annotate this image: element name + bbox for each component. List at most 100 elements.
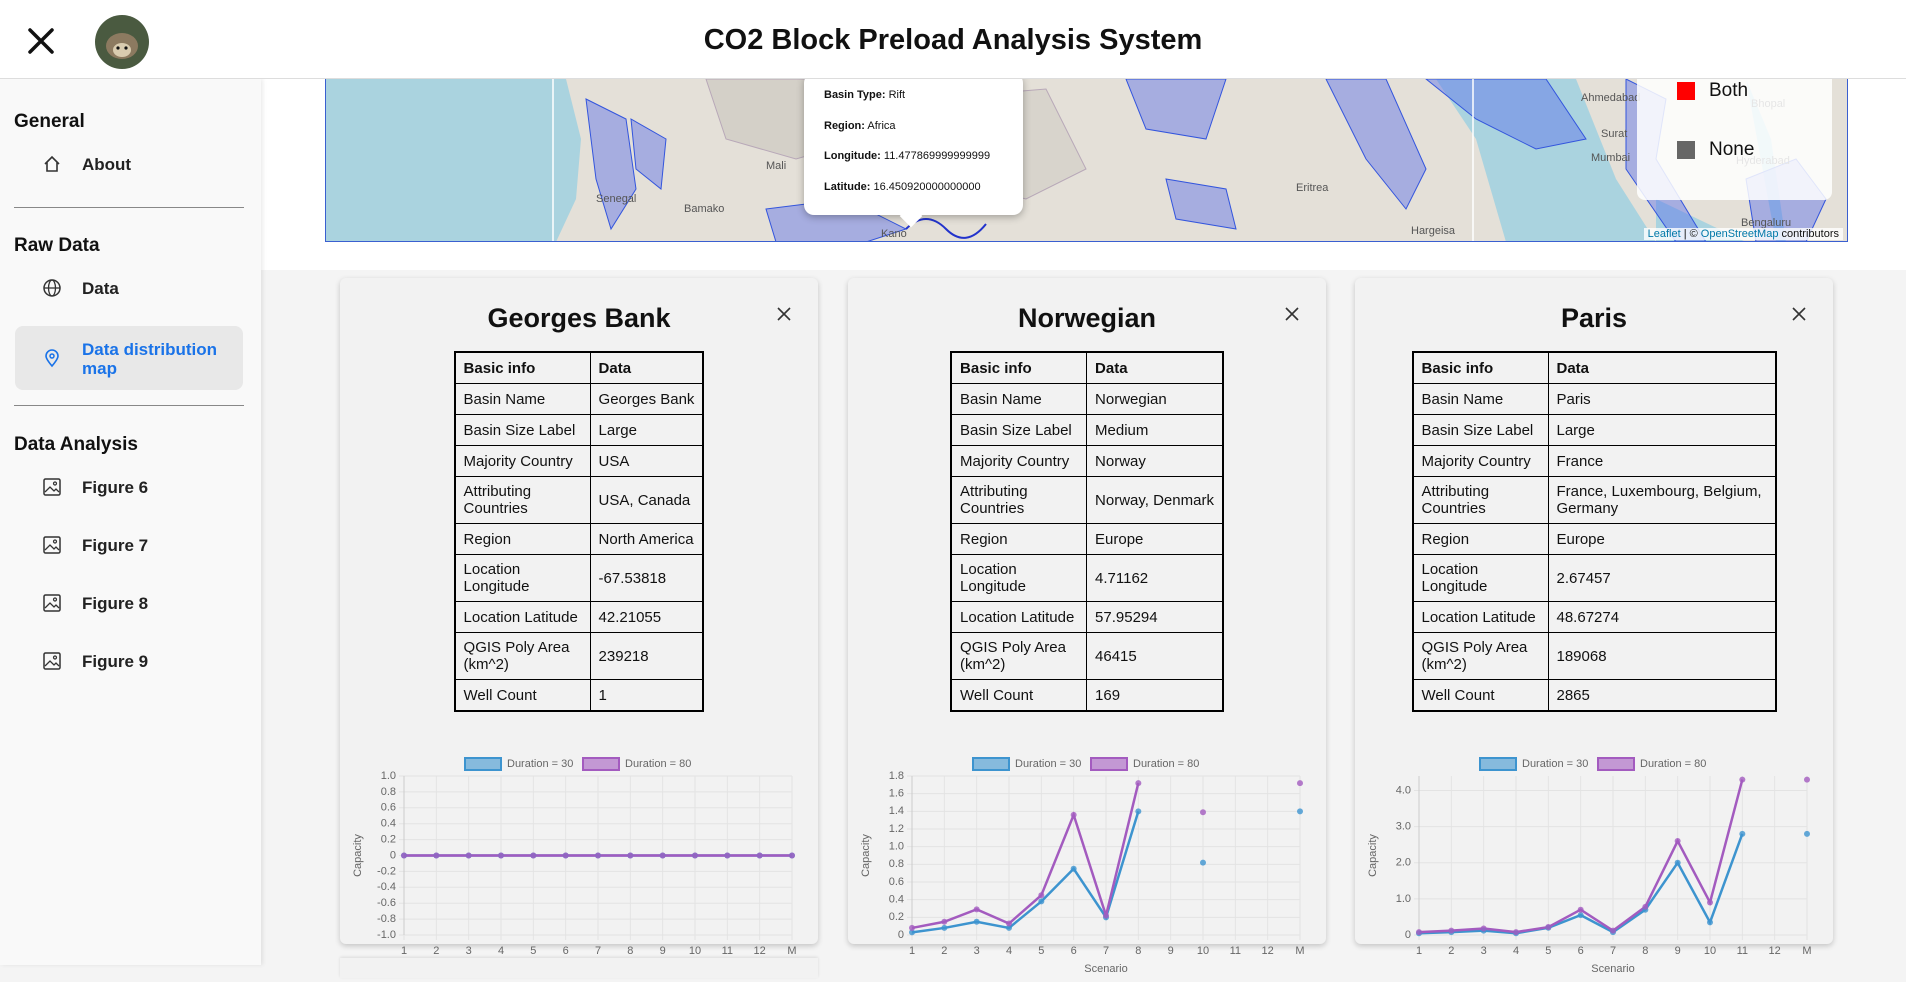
nav-icon <box>45 349 59 368</box>
map-label: Kano <box>881 228 907 240</box>
table-row: QGIS Poly Area (km^2) 239218 <box>454 632 704 680</box>
table-cell: Large <box>589 414 704 446</box>
data-point <box>973 918 980 925</box>
avatar[interactable] <box>94 14 150 70</box>
card-close[interactable] <box>776 306 792 322</box>
x-tick-label: 5 <box>530 945 536 957</box>
x-tick-label: 10 <box>689 945 701 957</box>
x-tick-label: 11 <box>1737 945 1748 957</box>
data-point <box>1448 927 1455 934</box>
data-point <box>562 852 569 859</box>
data-point <box>1297 808 1303 815</box>
attribution-part[interactable]: OpenStreetMap <box>1700 228 1779 240</box>
y-tick-label: 1.0 <box>889 841 904 853</box>
y-tick-label: 1.4 <box>889 805 904 817</box>
table-cell: QGIS Poly Area (km^2) <box>950 632 1088 680</box>
data-point <box>498 852 504 859</box>
y-tick-label: 0 <box>390 849 396 861</box>
basin-card: Norwegian Basic info Data Basin Name Norwegi… <box>848 278 1326 975</box>
y-axis-title: Capacity <box>860 834 872 877</box>
y-axis-title: Capacity <box>1367 834 1379 877</box>
y-tick-label: 0 <box>1405 929 1411 941</box>
section-title: General <box>14 111 85 132</box>
nav-item[interactable]: Figure 8 <box>15 588 243 618</box>
nav-item[interactable]: Data <box>15 273 243 303</box>
table-cell: -67.53818 <box>589 554 704 602</box>
y-tick-label: 0.6 <box>889 876 904 888</box>
data-point <box>1707 919 1713 926</box>
nav-item[interactable]: Figure 9 <box>15 646 243 676</box>
data-point <box>1739 830 1746 837</box>
y-tick-label: -1.0 <box>377 929 396 941</box>
table-cell: Basin Size Label <box>950 414 1088 446</box>
data-point <box>1610 927 1616 934</box>
x-tick-label: 2 <box>941 945 947 957</box>
table-row: QGIS Poly Area (km^2) 46415 <box>950 632 1224 680</box>
table-cell: 42.21055 <box>589 601 704 633</box>
table-row: Basin Name Norwegian <box>950 383 1224 415</box>
card-close[interactable] <box>1284 306 1300 322</box>
x-tick-label: 8 <box>1135 945 1141 957</box>
chart: Duration = 30 Duration = 80 -1.0 -0.8 -0.6 -0… <box>352 757 797 975</box>
close-button[interactable] <box>27 27 57 57</box>
nav-item[interactable]: Figure 7 <box>15 530 243 560</box>
data-point <box>1103 912 1109 919</box>
data-point <box>1513 929 1519 936</box>
x-tick-label: 7 <box>595 945 601 957</box>
map-label: Eritrea <box>1296 182 1329 194</box>
legend-swatch <box>582 757 620 771</box>
table-row: Majority Country USA <box>454 445 704 477</box>
y-tick-label: 0.8 <box>381 786 396 798</box>
table-cell: 169 <box>1086 679 1224 712</box>
card-close[interactable] <box>1791 306 1807 322</box>
table-cell: USA, Canada <box>589 476 704 524</box>
data-point <box>1135 808 1142 815</box>
data-point <box>1577 906 1584 913</box>
map[interactable]: Senegal Bamako Mali Kano Eritrea Hargeisa Ahme… <box>325 79 1848 242</box>
header-cell: Basic info <box>1412 351 1549 384</box>
table-cell: Europe <box>1547 523 1776 555</box>
table-header: Basic info Data <box>1412 351 1776 384</box>
x-tick-label: 6 <box>563 945 569 957</box>
data-point <box>1674 838 1681 845</box>
basin-card: Paris Basic info Data Basin Name Paris Basin … <box>1355 278 1833 975</box>
table-cell: Basin Name <box>950 383 1088 415</box>
x-tick-label: 6 <box>1578 945 1584 957</box>
nav-icon <box>43 594 61 612</box>
header-cell: Basic info <box>950 351 1088 384</box>
attribution-part[interactable]: Leaflet <box>1647 228 1681 240</box>
y-tick-label: 0.6 <box>381 802 396 814</box>
table-cell: 1 <box>589 679 704 712</box>
section-title: Data Analysis <box>14 434 138 455</box>
map-label: Mumbai <box>1591 152 1630 164</box>
table-cell: 4.71162 <box>1086 554 1224 602</box>
data-point <box>401 852 407 859</box>
x-tick-label: 4 <box>1006 945 1012 957</box>
legend-swatch <box>1090 757 1128 771</box>
info-table: Basic info Data Basin Name Norwegian Basin S… <box>950 351 1224 712</box>
y-tick-label: -0.8 <box>377 913 396 925</box>
data-point <box>1070 865 1077 872</box>
legend-swatch <box>1677 82 1695 100</box>
section-title: Raw Data <box>14 235 100 256</box>
data-point <box>1135 780 1142 787</box>
table-cell: QGIS Poly Area (km^2) <box>1412 632 1549 680</box>
x-tick-label: 7 <box>1103 945 1109 957</box>
table-cell: Region <box>454 523 591 555</box>
data-point <box>1577 912 1584 919</box>
table-row: Region Europe <box>950 523 1224 555</box>
data-point <box>1642 903 1649 910</box>
table-cell: France <box>1547 445 1776 477</box>
table-row: Region North America <box>454 523 704 555</box>
nav-item[interactable]: About <box>15 149 243 179</box>
card-title: Paris <box>1560 303 1628 333</box>
table-cell: Location Longitude <box>950 554 1088 602</box>
data-point <box>1804 776 1810 783</box>
legend-label: Duration = 80 <box>625 758 691 770</box>
data-point <box>1416 929 1422 936</box>
x-tick-label: 5 <box>1545 945 1551 957</box>
nav-item[interactable]: Data distribution map <box>15 326 243 390</box>
map-label: Bamako <box>684 203 724 215</box>
nav-item[interactable]: Figure 6 <box>15 472 243 502</box>
